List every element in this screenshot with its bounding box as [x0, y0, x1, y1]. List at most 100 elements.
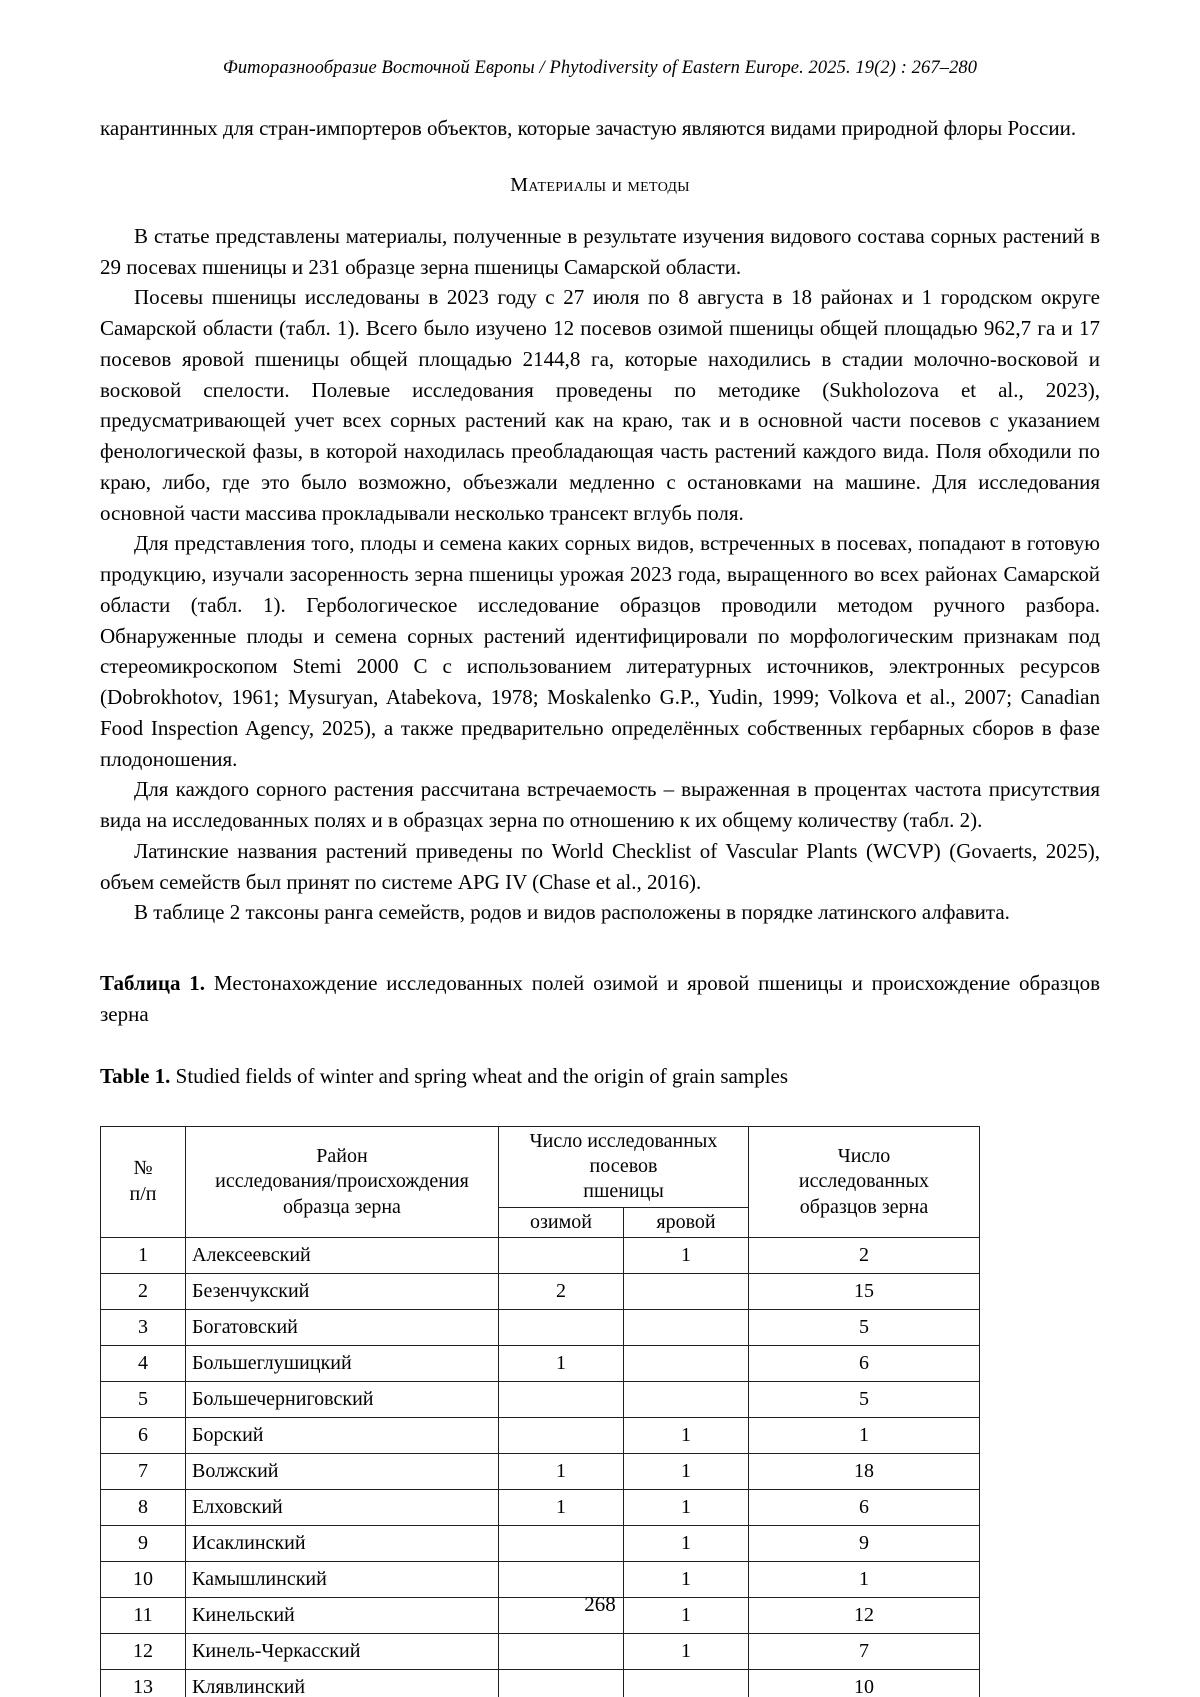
page-number: 268	[0, 1592, 1200, 1617]
cell-grain-samples: 5	[749, 1382, 980, 1418]
cell-district: Волжский	[186, 1454, 499, 1490]
cell-spring-wheat: 1	[624, 1238, 749, 1274]
header-row-number-line1: №	[107, 1156, 179, 1181]
cell-row-number: 4	[101, 1346, 186, 1382]
cell-winter-wheat	[499, 1310, 624, 1346]
cell-spring-wheat: 1	[624, 1634, 749, 1670]
table-caption-russian-text: Местонахождение исследованных полей озим…	[100, 971, 1100, 1026]
cell-grain-samples: 9	[749, 1526, 980, 1562]
cell-spring-wheat	[624, 1310, 749, 1346]
cell-district: Большеглушицкий	[186, 1346, 499, 1382]
paragraph-1: В статье представлены материалы, получен…	[100, 221, 1100, 283]
cell-grain-samples: 5	[749, 1310, 980, 1346]
header-district-line3: образца зерна	[192, 1195, 492, 1220]
running-head: Фиторазнообразие Восточной Европы / Phyt…	[100, 58, 1100, 79]
cell-district: Борский	[186, 1418, 499, 1454]
cell-spring-wheat	[624, 1382, 749, 1418]
cell-spring-wheat	[624, 1274, 749, 1310]
cell-district: Безенчукский	[186, 1274, 499, 1310]
cell-grain-samples: 6	[749, 1490, 980, 1526]
header-crops-line2: пшеницы	[505, 1179, 742, 1204]
cell-row-number: 1	[101, 1238, 186, 1274]
header-spring-wheat: яровой	[624, 1207, 749, 1237]
table-caption-english-label: Table 1.	[100, 1064, 170, 1088]
header-grain-samples-line1: Число	[755, 1144, 973, 1169]
header-row-number: № п/п	[101, 1126, 186, 1238]
table-row: 6Борский 11	[101, 1418, 980, 1454]
header-winter-wheat: озимой	[499, 1207, 624, 1237]
cell-spring-wheat: 1	[624, 1454, 749, 1490]
cell-grain-samples: 18	[749, 1454, 980, 1490]
cell-row-number: 3	[101, 1310, 186, 1346]
header-district-line2: исследования/происхождения	[192, 1169, 492, 1194]
cell-row-number: 8	[101, 1490, 186, 1526]
table-body: 1Алексеевский122Безенчукский2153Богатовс…	[101, 1238, 980, 1697]
cell-grain-samples: 10	[749, 1670, 980, 1697]
cell-winter-wheat: 1	[499, 1490, 624, 1526]
cell-spring-wheat: 1	[624, 1418, 749, 1454]
cell-row-number: 5	[101, 1382, 186, 1418]
header-row-number-line2: п/п	[107, 1182, 179, 1207]
header-grain-samples-line2: исследованных	[755, 1169, 973, 1194]
cell-winter-wheat	[499, 1418, 624, 1454]
table-row: 1Алексеевский12	[101, 1238, 980, 1274]
table-row: 5Большечерниговский5	[101, 1382, 980, 1418]
header-district-line1: Район	[192, 1144, 492, 1169]
cell-district: Исаклинский	[186, 1526, 499, 1562]
cell-winter-wheat: 2	[499, 1274, 624, 1310]
cell-spring-wheat	[624, 1670, 749, 1697]
cell-row-number: 7	[101, 1454, 186, 1490]
table-caption-russian: Таблица 1. Местонахождение исследованных…	[100, 968, 1100, 1030]
cell-grain-samples: 15	[749, 1274, 980, 1310]
paragraph-3: Для представления того, плоды и семена к…	[100, 528, 1100, 774]
cell-winter-wheat: 1	[499, 1454, 624, 1490]
table-header-row-1: № п/п Район исследования/происхождения о…	[101, 1126, 980, 1207]
lead-paragraph: карантинных для стран-импортеров объекто…	[100, 113, 1100, 144]
table-caption-english-text: Studied fields of winter and spring whea…	[176, 1064, 788, 1088]
header-district: Район исследования/происхождения образца…	[186, 1126, 499, 1238]
cell-winter-wheat	[499, 1238, 624, 1274]
cell-grain-samples: 7	[749, 1634, 980, 1670]
cell-district: Елховский	[186, 1490, 499, 1526]
cell-district: Богатовский	[186, 1310, 499, 1346]
header-grain-samples: Число исследованных образцов зерна	[749, 1126, 980, 1238]
cell-spring-wheat: 1	[624, 1526, 749, 1562]
cell-district: Большечерниговский	[186, 1382, 499, 1418]
cell-grain-samples: 6	[749, 1346, 980, 1382]
table-caption-english: Table 1. Studied fields of winter and sp…	[100, 1061, 1100, 1092]
cell-winter-wheat	[499, 1634, 624, 1670]
cell-row-number: 2	[101, 1274, 186, 1310]
table-row: 9Исаклинский19	[101, 1526, 980, 1562]
table-row: 3Богатовский 5	[101, 1310, 980, 1346]
table-row: 2Безенчукский2 15	[101, 1274, 980, 1310]
paragraph-4: Для каждого сорного растения рассчитана …	[100, 774, 1100, 836]
cell-grain-samples: 2	[749, 1238, 980, 1274]
table-head: № п/п Район исследования/происхождения о…	[101, 1126, 980, 1238]
cell-district: Кинель-Черкасский	[186, 1634, 499, 1670]
document-page: Фиторазнообразие Восточной Европы / Phyt…	[0, 0, 1200, 1697]
paragraph-2: Посевы пшеницы исследованы в 2023 году с…	[100, 282, 1100, 528]
header-grain-samples-line3: образцов зерна	[755, 1195, 973, 1220]
table-row: 4Большеглушицкий1 6	[101, 1346, 980, 1382]
cell-row-number: 12	[101, 1634, 186, 1670]
cell-spring-wheat	[624, 1346, 749, 1382]
cell-district: Алексеевский	[186, 1238, 499, 1274]
cell-winter-wheat: 1	[499, 1346, 624, 1382]
cell-winter-wheat	[499, 1526, 624, 1562]
table-row: 7Волжский1118	[101, 1454, 980, 1490]
cell-district: Клявлинский	[186, 1670, 499, 1697]
cell-grain-samples: 1	[749, 1418, 980, 1454]
table-row: 13Клявлинский 10	[101, 1670, 980, 1697]
header-crops-line1: Число исследованных посевов	[505, 1129, 742, 1180]
table-caption-russian-label: Таблица 1.	[100, 971, 205, 995]
cell-row-number: 9	[101, 1526, 186, 1562]
table-row: 12Кинель-Черкасский 17	[101, 1634, 980, 1670]
cell-winter-wheat	[499, 1382, 624, 1418]
table-row: 8Елховский116	[101, 1490, 980, 1526]
cell-spring-wheat: 1	[624, 1490, 749, 1526]
cell-winter-wheat	[499, 1670, 624, 1697]
paragraph-5: Латинские названия растений приведены по…	[100, 836, 1100, 898]
cell-row-number: 13	[101, 1670, 186, 1697]
cell-row-number: 6	[101, 1418, 186, 1454]
paragraph-6: В таблице 2 таксоны ранга семейств, родо…	[100, 897, 1100, 928]
